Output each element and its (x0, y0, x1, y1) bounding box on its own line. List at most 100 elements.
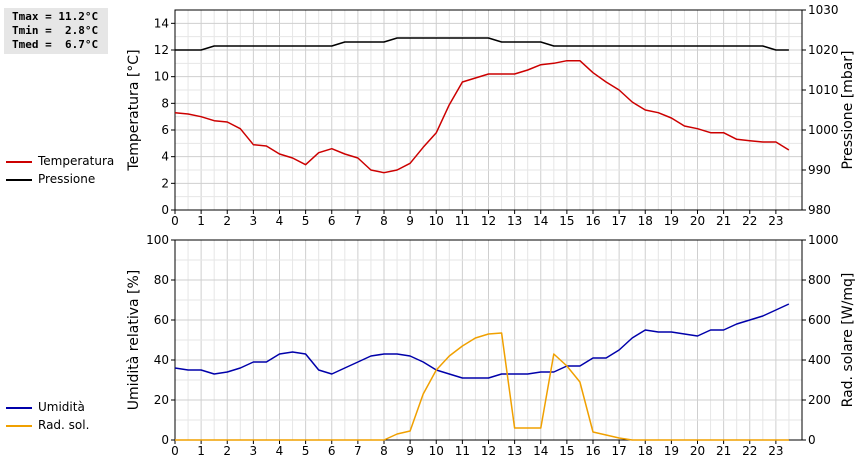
top-chart-y2-tick-label: 1030 (808, 3, 839, 17)
legend-label-umidita: Umidità (38, 400, 85, 414)
top-chart-x-tick-label: 2 (223, 214, 231, 228)
legend-swatch-rad-sol (6, 425, 32, 427)
legend-label-temperatura: Temperatura (38, 154, 115, 168)
bottom-chart-x-tick-label: 6 (328, 444, 336, 458)
top-chart-series-temperatura (174, 59, 790, 174)
bottom-chart-y2-tick-label: 1000 (808, 233, 839, 247)
top-chart-y2-tick-label: 1020 (808, 43, 839, 57)
top-chart-x-tick-label: 0 (171, 214, 179, 228)
top-chart-x-tick-label: 16 (585, 214, 600, 228)
bottom-chart-y-axis-title: Umidità relativa [%] (126, 270, 142, 411)
top-chart-x-tick-label: 1 (197, 214, 205, 228)
bottom-chart-y2-tick-label: 400 (808, 353, 831, 367)
legend-item-umidita: Umidità (6, 398, 89, 416)
bottom-chart-x-tick-label: 19 (664, 444, 679, 458)
bottom-chart-x-tick-label: 4 (276, 444, 284, 458)
top-chart-y-tick-label: 0 (161, 203, 169, 217)
legend-swatch-umidita (6, 407, 32, 409)
legend-top: Temperatura Pressione (6, 152, 114, 188)
legend-label-pressione: Pressione (38, 172, 96, 186)
bottom-chart-y2-tick-label: 0 (808, 433, 816, 447)
top-chart-x-tick-label: 12 (481, 214, 496, 228)
bottom-chart-x-tick-label: 21 (716, 444, 731, 458)
legend-item-temperatura: Temperatura (6, 152, 114, 170)
top-chart-x-tick-label: 20 (690, 214, 705, 228)
top-chart-x-tick-label: 23 (768, 214, 783, 228)
bottom-chart-y2-tick-label: 800 (808, 273, 831, 287)
top-chart-y2-tick-label: 1000 (808, 123, 839, 137)
bottom-chart-x-tick-label: 10 (429, 444, 444, 458)
bottom-chart-y-tick-label: 100 (146, 233, 169, 247)
top-chart-x-tick-label: 21 (716, 214, 731, 228)
top-chart-y-tick-label: 12 (154, 43, 169, 57)
bottom-chart-y2-tick-label: 200 (808, 393, 831, 407)
top-chart-y2-tick-label: 1010 (808, 83, 839, 97)
legend-swatch-temperatura (6, 161, 32, 163)
bottom-chart-x-tick-label: 3 (250, 444, 258, 458)
top-chart-x-tick-label: 18 (638, 214, 653, 228)
top-chart-x-tick-label: 8 (380, 214, 388, 228)
bottom-chart-x-tick-label: 18 (638, 444, 653, 458)
bottom-chart-x-tick-label: 0 (171, 444, 179, 458)
bottom-chart-x-tick-label: 15 (559, 444, 574, 458)
bottom-chart-y-tick-label: 80 (154, 273, 169, 287)
top-chart-x-tick-label: 15 (559, 214, 574, 228)
top-chart-y-tick-label: 6 (161, 123, 169, 137)
bottom-chart-series-rad-sol (175, 332, 789, 441)
bottom-chart-x-tick-label: 12 (481, 444, 496, 458)
bottom-chart-x-tick-label: 1 (197, 444, 205, 458)
top-chart-x-tick-label: 6 (328, 214, 336, 228)
top-chart-y2-tick-label: 980 (808, 203, 831, 217)
top-chart-y-tick-label: 14 (154, 16, 169, 30)
bottom-chart-y2-tick-label: 600 (808, 313, 831, 327)
top-chart-x-tick-label: 13 (507, 214, 522, 228)
bottom-chart-x-tick-label: 17 (611, 444, 626, 458)
bottom-chart-series-umidit (174, 303, 790, 379)
temperature-stats-box: Tmax = 11.2°C Tmin = 2.8°C Tmed = 6.7°C (4, 8, 108, 54)
top-chart-x-tick-label: 17 (611, 214, 626, 228)
bottom-chart-y2-axis-title: Rad. solare [W/mq] (840, 273, 856, 408)
top-chart-y-tick-label: 8 (161, 96, 169, 110)
tmed-stat: Tmed = 6.7°C (12, 38, 99, 51)
top-chart-y2-tick-label: 990 (808, 163, 831, 177)
top-chart-x-tick-label: 3 (250, 214, 258, 228)
bottom-chart-x-tick-label: 5 (302, 444, 310, 458)
top-chart-y-axis-title: Temperatura [°C] (126, 49, 142, 171)
legend-swatch-pressione (6, 179, 32, 181)
tmin-stat: Tmin = 2.8°C (12, 24, 99, 37)
top-chart-series-pressione (175, 37, 789, 51)
bottom-chart-x-tick-label: 8 (380, 444, 388, 458)
bottom-chart-x-tick-label: 11 (455, 444, 470, 458)
top-chart-x-tick-label: 19 (664, 214, 679, 228)
top-chart-x-tick-label: 7 (354, 214, 362, 228)
top-chart-x-tick-label: 5 (302, 214, 310, 228)
bottom-chart-x-tick-label: 20 (690, 444, 705, 458)
bottom-chart-x-tick-label: 23 (768, 444, 783, 458)
top-chart-y2-axis-title: Pressione [mbar] (840, 50, 856, 169)
bottom-chart-y-tick-label: 0 (161, 433, 169, 447)
bottom-chart-x-tick-label: 13 (507, 444, 522, 458)
bottom-chart-x-tick-label: 22 (742, 444, 757, 458)
bottom-chart-y-tick-label: 40 (154, 353, 169, 367)
bottom-chart-x-tick-label: 7 (354, 444, 362, 458)
bottom-chart-x-tick-label: 9 (406, 444, 414, 458)
legend-label-rad-sol: Rad. sol. (38, 418, 90, 432)
bottom-chart-x-tick-label: 2 (223, 444, 231, 458)
top-chart-x-tick-label: 11 (455, 214, 470, 228)
legend-item-rad-sol: Rad. sol. (6, 416, 89, 434)
top-chart-x-tick-label: 10 (429, 214, 444, 228)
top-chart-y-tick-label: 10 (154, 70, 169, 84)
bottom-chart-x-tick-label: 16 (585, 444, 600, 458)
legend-bottom: Umidità Rad. sol. (6, 398, 89, 434)
tmax-stat: Tmax = 11.2°C (12, 10, 99, 23)
top-chart-y-tick-label: 2 (161, 176, 169, 190)
top-chart-x-tick-label: 4 (276, 214, 284, 228)
legend-item-pressione: Pressione (6, 170, 114, 188)
bottom-chart-y-tick-label: 20 (154, 393, 169, 407)
bottom-chart-x-tick-label: 14 (533, 444, 548, 458)
top-chart-x-tick-label: 9 (406, 214, 414, 228)
top-chart-x-tick-label: 22 (742, 214, 757, 228)
